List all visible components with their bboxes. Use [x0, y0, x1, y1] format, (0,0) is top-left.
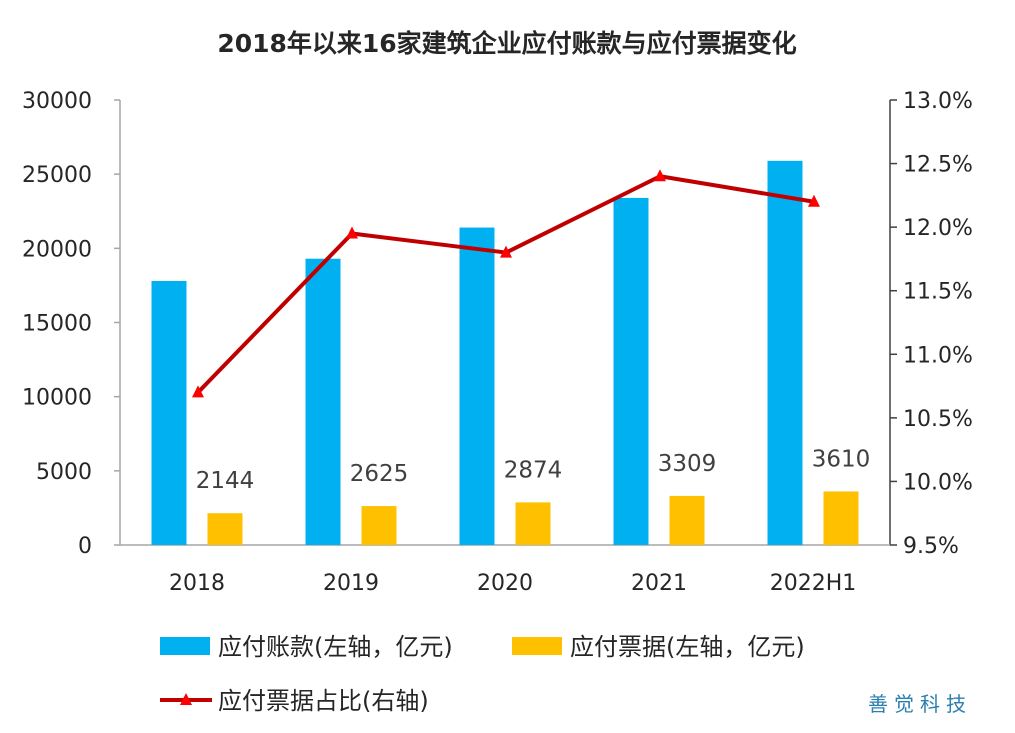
legend-swatch-ratio-marker	[180, 693, 192, 705]
line-ratio-marker	[192, 385, 204, 398]
x-tick-label: 2019	[323, 571, 379, 596]
left-tick-label: 5000	[36, 460, 92, 485]
chart-line-series	[192, 169, 820, 398]
legend-label-accounts-payable: 应付账款(左轴，亿元)	[218, 633, 453, 661]
right-tick-label: 11.5%	[903, 280, 973, 305]
legend-label-notes-payable: 应付票据(左轴，亿元)	[570, 633, 805, 661]
left-tick-label: 0	[78, 534, 92, 559]
x-tick-label: 2020	[477, 571, 533, 596]
chart-title: 2018年以来16家建筑企业应付账款与应付票据变化	[217, 29, 796, 58]
line-ratio-path	[196, 174, 815, 394]
left-tick-label: 20000	[22, 237, 92, 262]
legend-swatch-accounts-payable	[160, 637, 210, 655]
legend-swatch-notes-payable	[512, 637, 562, 655]
watermark-text: 善觉科技	[868, 692, 972, 716]
data-label: 2144	[196, 468, 255, 494]
bar-notes-payable	[361, 506, 397, 545]
left-tick-label: 30000	[22, 89, 92, 114]
right-tick-label: 12.5%	[903, 153, 973, 178]
right-tick-label: 9.5%	[903, 534, 959, 559]
chart-bars	[151, 160, 859, 546]
bar-accounts-payable	[767, 160, 803, 546]
right-tick-label: 11.0%	[903, 343, 973, 368]
line-ratio-marker	[500, 245, 512, 258]
left-tick-label: 15000	[22, 312, 92, 337]
chart-data-labels: 2144 2625 2874 3309 3610	[196, 446, 871, 494]
bar-accounts-payable	[151, 280, 187, 545]
x-tick-label: 2021	[631, 571, 687, 596]
right-tick-label: 10.0%	[903, 470, 973, 495]
data-label: 2625	[350, 461, 409, 487]
bar-accounts-payable	[613, 197, 649, 545]
bar-notes-payable	[823, 491, 859, 545]
data-label: 2874	[504, 457, 563, 483]
bar-notes-payable	[207, 513, 243, 545]
bar-accounts-payable	[305, 258, 341, 545]
line-ratio-marker	[346, 226, 358, 239]
left-tick-label: 10000	[22, 386, 92, 411]
line-ratio-marker	[654, 169, 666, 182]
bar-notes-payable	[515, 502, 551, 545]
chart-legend: 应付账款(左轴，亿元) 应付票据(左轴，亿元) 应付票据占比(右轴)	[160, 633, 805, 715]
data-label: 3309	[658, 451, 717, 477]
right-tick-label: 12.0%	[903, 216, 973, 241]
x-tick-label: 2022H1	[770, 571, 857, 596]
chart-axes: 0 5000 10000 15000 20000 25000 30000 9.5% 10.0% 1…	[22, 89, 973, 596]
legend-label-ratio: 应付票据占比(右轴)	[218, 687, 429, 715]
data-label: 3610	[812, 446, 871, 472]
right-tick-label: 13.0%	[903, 89, 973, 114]
right-tick-label: 10.5%	[903, 407, 973, 432]
bar-accounts-payable	[459, 227, 495, 546]
bar-notes-payable	[669, 495, 705, 545]
left-tick-label: 25000	[22, 163, 92, 188]
line-ratio-marker	[808, 194, 820, 207]
x-tick-label: 2018	[169, 571, 225, 596]
